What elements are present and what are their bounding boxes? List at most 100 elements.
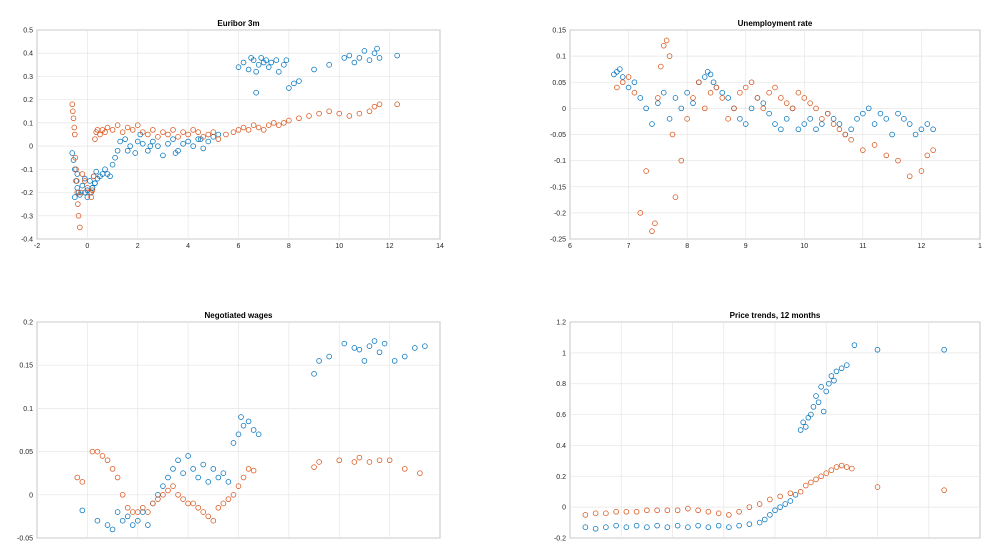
data-point-series-1 — [582, 524, 589, 530]
data-points — [69, 45, 400, 231]
data-point-series-1 — [391, 358, 398, 364]
data-point-series-2 — [145, 131, 151, 138]
data-point-series-2 — [797, 488, 804, 495]
data-point-series-2 — [643, 168, 649, 174]
data-point-series-1 — [150, 138, 156, 145]
data-point-series-1 — [772, 507, 778, 514]
data-point-series-2 — [848, 136, 854, 143]
data-point-series-2 — [94, 448, 101, 455]
data-point-series-1 — [79, 507, 86, 514]
data-point-series-1 — [705, 524, 712, 530]
data-point-series-1 — [276, 69, 282, 75]
data-point-series-1 — [792, 492, 799, 498]
y-tick-label: 1.2 — [556, 320, 566, 327]
data-point-series-1 — [828, 373, 835, 379]
data-point-series-2 — [200, 509, 207, 515]
plot-euribor-3m: -2 0 2 4 6 8 10 12 14 -0.4 -0.3 -0.2 -0.1 0 0.1 0.2 0.3 0… — [21, 19, 444, 250]
data-point-series-2 — [97, 131, 103, 138]
data-point-series-1 — [114, 147, 121, 154]
data-point-series-1 — [132, 150, 139, 156]
data-point-series-1 — [819, 121, 825, 127]
y-tick-label: 0.15 — [552, 28, 566, 35]
data-point-series-1 — [134, 517, 141, 524]
data-point-series-2 — [180, 129, 186, 135]
data-point-series-2 — [842, 131, 849, 138]
data-point-series-1 — [180, 141, 186, 147]
data-point-series-2 — [736, 508, 742, 515]
x-tick-label: 7 — [627, 243, 631, 250]
data-point-series-2 — [134, 122, 141, 128]
data-point-series-2 — [70, 115, 77, 122]
data-point-series-1 — [109, 526, 116, 533]
data-point-series-1 — [941, 346, 947, 353]
data-point-series-2 — [311, 464, 317, 470]
x-tick-label: 14 — [436, 243, 444, 250]
data-point-series-2 — [614, 84, 620, 91]
data-point-series-1 — [719, 89, 726, 96]
data-point-series-2 — [104, 124, 111, 131]
data-point-series-1 — [341, 55, 348, 61]
data-point-series-1 — [147, 143, 154, 149]
data-point-series-2 — [366, 459, 373, 465]
data-point-series-2 — [666, 53, 673, 59]
data-point-series-1 — [831, 377, 837, 384]
data-point-series-2 — [924, 152, 931, 159]
data-point-series-1 — [766, 110, 772, 117]
data-point-series-2 — [669, 131, 676, 138]
data-point-series-1 — [268, 59, 275, 66]
data-point-series-1 — [210, 466, 217, 472]
data-point-series-2 — [124, 124, 131, 131]
data-point-series-1 — [145, 522, 151, 528]
y-tick-label: -0.05 — [550, 132, 566, 139]
data-point-series-2 — [772, 84, 778, 91]
data-point-series-1 — [172, 150, 179, 156]
data-point-series-1 — [170, 136, 176, 142]
data-point-series-2 — [92, 136, 98, 142]
data-point-series-1 — [813, 393, 819, 399]
data-point-series-2 — [713, 84, 720, 91]
data-point-series-1 — [746, 521, 753, 527]
data-point-series-1 — [122, 136, 128, 142]
data-point-series-2 — [376, 457, 383, 464]
data-point-series-2 — [72, 154, 79, 161]
data-point-series-2 — [684, 116, 690, 122]
y-tick-label: 0.2 — [23, 320, 33, 327]
data-point-series-2 — [225, 496, 232, 502]
grid-lines — [36, 29, 441, 240]
data-point-series-2 — [306, 113, 312, 119]
y-tick-label: -0.1 — [21, 167, 33, 174]
data-point-series-1 — [145, 147, 151, 154]
data-point-series-2 — [74, 178, 80, 184]
data-point-series-1 — [895, 110, 901, 117]
data-point-series-2 — [696, 79, 702, 86]
data-point-series-2 — [672, 194, 679, 200]
data-point-series-1 — [756, 519, 763, 526]
data-point-series-2 — [807, 100, 813, 106]
data-point-series-2 — [79, 479, 86, 485]
data-point-series-1 — [356, 346, 363, 353]
data-point-series-2 — [930, 147, 936, 153]
data-point-series-2 — [69, 108, 76, 115]
y-tick-label: -0.05 — [17, 536, 33, 542]
data-point-series-1 — [871, 121, 878, 127]
data-point-series-1 — [160, 152, 166, 159]
data-point-series-1 — [326, 353, 332, 360]
data-point-series-2 — [849, 465, 855, 472]
data-point-series-2 — [813, 476, 819, 483]
data-point-series-1 — [346, 52, 353, 59]
data-point-series-1 — [250, 427, 257, 433]
data-point-series-2 — [828, 467, 835, 473]
data-point-series-1 — [778, 126, 784, 133]
data-point-series-1 — [190, 466, 196, 472]
data-point-series-2 — [114, 474, 121, 481]
data-point-series-2 — [366, 108, 373, 115]
data-point-series-1 — [356, 55, 363, 61]
data-point-series-2 — [104, 457, 111, 464]
plot-price-trends-12-months: -1001020304050607-0.200.20.40.60.811.2 P… — [554, 311, 981, 542]
data-point-series-1 — [160, 483, 166, 489]
data-point-series-1 — [843, 362, 850, 368]
data-point-series-1 — [625, 84, 632, 91]
data-point-series-1 — [865, 105, 872, 112]
data-point-series-1 — [72, 194, 78, 200]
data-point-series-1 — [92, 180, 98, 187]
